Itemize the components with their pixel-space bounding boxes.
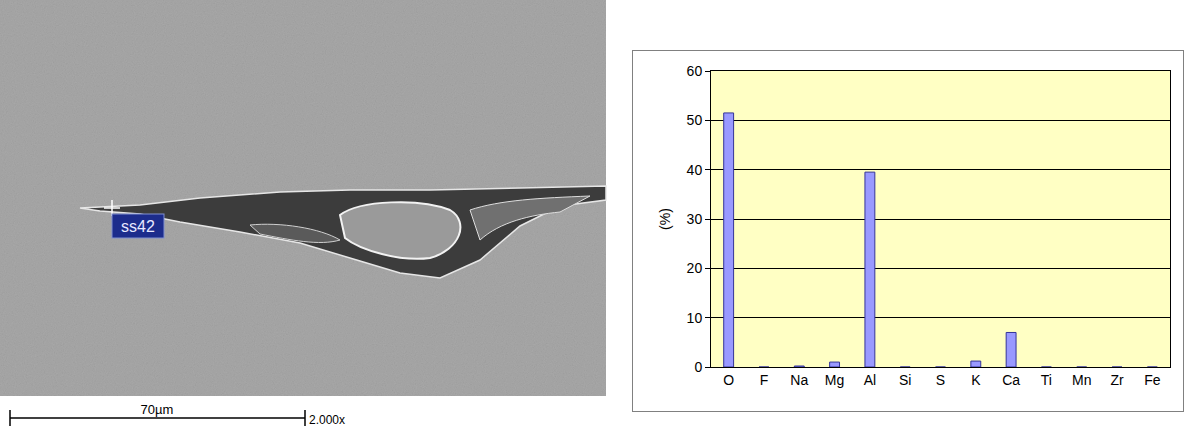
svg-text:Si: Si (899, 372, 911, 388)
svg-text:F: F (760, 372, 769, 388)
svg-text:S: S (936, 372, 945, 388)
svg-text:O: O (723, 372, 734, 388)
svg-text:Fe: Fe (1144, 372, 1161, 388)
svg-text:Ti: Ti (1041, 372, 1052, 388)
svg-text:Al: Al (864, 372, 876, 388)
svg-text:50: 50 (687, 112, 703, 128)
svg-text:(%): (%) (657, 208, 673, 230)
svg-text:Mg: Mg (825, 372, 844, 388)
svg-text:2.000x: 2.000x (309, 413, 345, 427)
svg-text:Mn: Mn (1072, 372, 1091, 388)
svg-text:70µm: 70µm (141, 402, 174, 417)
svg-text:30: 30 (687, 211, 703, 227)
svg-text:Na: Na (790, 372, 808, 388)
svg-text:40: 40 (687, 162, 703, 178)
svg-text:Ca: Ca (1002, 372, 1020, 388)
svg-text:10: 10 (687, 310, 703, 326)
svg-text:K: K (971, 372, 981, 388)
svg-text:0: 0 (694, 359, 702, 375)
svg-text:Zr: Zr (1110, 372, 1124, 388)
svg-text:60: 60 (687, 63, 703, 79)
svg-text:ss42: ss42 (121, 218, 155, 235)
svg-text:20: 20 (687, 260, 703, 276)
